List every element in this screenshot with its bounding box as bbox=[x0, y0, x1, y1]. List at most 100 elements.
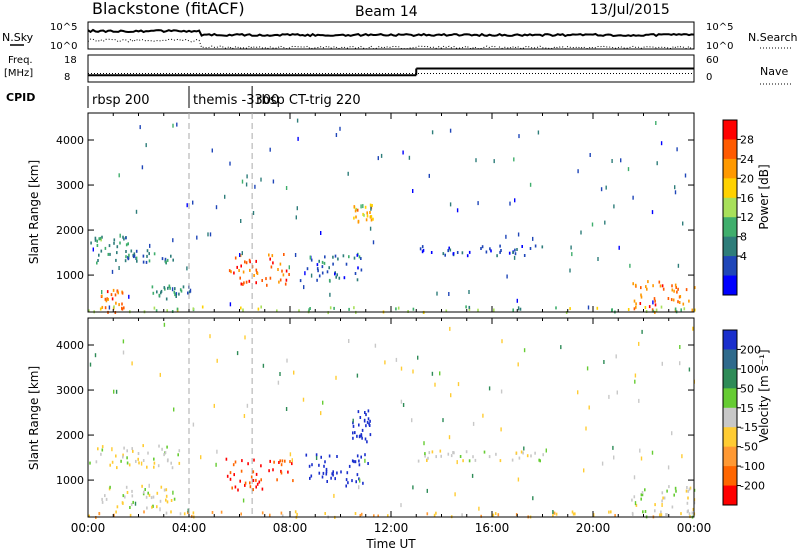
scatter-cell bbox=[281, 514, 284, 518]
scatter-cell bbox=[129, 513, 132, 517]
scatter-cell bbox=[372, 240, 375, 245]
scatter-cell bbox=[450, 393, 452, 398]
scatter-cell bbox=[332, 473, 334, 477]
scatter-cell bbox=[124, 259, 127, 263]
scatter-cell bbox=[145, 260, 148, 264]
scatter-cell bbox=[239, 479, 241, 483]
scatter-cell bbox=[282, 273, 285, 277]
scatter-cell bbox=[634, 283, 637, 287]
scatter-cell bbox=[600, 187, 603, 192]
scatter-cell bbox=[512, 308, 514, 312]
scatter-cell bbox=[116, 505, 119, 509]
scatter-cell bbox=[431, 450, 434, 454]
scatter-cell bbox=[427, 456, 429, 460]
x-tick-label: 12:00 bbox=[374, 521, 409, 535]
scatter-cell bbox=[328, 454, 331, 458]
scatter-cell bbox=[366, 211, 368, 215]
y-tick-label: 3000 bbox=[56, 179, 84, 192]
scatter-cell bbox=[348, 464, 351, 468]
scatter-cell bbox=[660, 513, 663, 517]
scatter-cell bbox=[186, 203, 188, 208]
scatter-cell bbox=[176, 122, 178, 127]
scatter-cell bbox=[325, 470, 328, 474]
scatter-cell bbox=[248, 279, 251, 283]
scatter-cell bbox=[244, 481, 247, 485]
cbar-swatch bbox=[723, 407, 737, 428]
scatter-cell bbox=[517, 362, 519, 367]
scatter-cell bbox=[175, 292, 178, 296]
scatter-cell bbox=[333, 306, 335, 310]
scatter-cell bbox=[126, 449, 128, 453]
scatter-cell bbox=[603, 360, 605, 364]
scatter-cell bbox=[163, 488, 166, 492]
scatter-cell bbox=[276, 309, 278, 313]
scatter-cell bbox=[109, 485, 111, 489]
scatter-cell bbox=[363, 213, 365, 217]
scatter-cell bbox=[92, 247, 94, 252]
scatter-cell bbox=[128, 463, 131, 467]
velocity-cbar-label: Velocity [m s⁻¹] bbox=[757, 349, 771, 442]
scatter-cell bbox=[229, 302, 232, 307]
scatter-cell bbox=[641, 491, 644, 494]
scatter-cell bbox=[468, 290, 470, 294]
scatter-cell bbox=[192, 422, 195, 427]
scatter-cell bbox=[137, 452, 140, 455]
date-title: 13/Jul/2015 bbox=[590, 2, 670, 18]
scatter-cell bbox=[336, 471, 338, 475]
cpid-label: CPID bbox=[6, 91, 35, 104]
scatter-cell bbox=[359, 514, 362, 517]
cbar-tick-label: -50 bbox=[740, 441, 758, 454]
scatter-cell bbox=[318, 259, 320, 263]
scatter-cell bbox=[336, 455, 338, 458]
scatter-cell bbox=[163, 322, 166, 327]
scatter-cell bbox=[334, 272, 336, 276]
scatter-cell bbox=[515, 451, 518, 455]
scatter-cell bbox=[627, 167, 630, 172]
scatter-cell bbox=[662, 496, 664, 500]
scatter-cell bbox=[461, 251, 464, 255]
cbar-swatch bbox=[723, 485, 737, 506]
scatter-cell bbox=[122, 501, 124, 505]
scatter-cell bbox=[516, 248, 518, 251]
scatter-cell bbox=[356, 473, 359, 477]
scatter-cell bbox=[363, 419, 366, 423]
scatter-cell bbox=[329, 306, 332, 310]
scatter-cell bbox=[360, 512, 363, 516]
scatter-cell bbox=[234, 256, 237, 260]
scatter-cell bbox=[269, 257, 271, 261]
cbar-tick-label: -200 bbox=[740, 480, 765, 493]
cpid-segment-label: themis -3300 bbox=[193, 93, 279, 108]
scatter-cell bbox=[345, 262, 348, 266]
scatter-cell bbox=[260, 478, 262, 482]
scatter-cell bbox=[146, 506, 148, 510]
scatter-cell bbox=[166, 445, 168, 449]
scatter-cell bbox=[366, 440, 368, 444]
scatter-cell bbox=[164, 257, 167, 261]
scatter-cell bbox=[196, 235, 198, 240]
scatter-cell bbox=[509, 201, 511, 206]
scatter-cell bbox=[365, 413, 367, 417]
scatter-cell bbox=[255, 472, 258, 476]
scatter-cell bbox=[183, 512, 186, 516]
scatter-cell bbox=[135, 256, 138, 260]
scatter-cell bbox=[261, 487, 264, 491]
scatter-cell bbox=[269, 276, 272, 280]
scatter-cell bbox=[439, 449, 442, 453]
scatter-cell bbox=[367, 417, 370, 421]
nsearch-series bbox=[87, 38, 694, 50]
scatter-cell bbox=[435, 511, 437, 515]
scatter-cell bbox=[358, 477, 360, 481]
scatter-cell bbox=[242, 270, 245, 274]
scatter-cell bbox=[322, 471, 325, 475]
scatter-cell bbox=[434, 382, 436, 387]
scatter-cell bbox=[517, 306, 520, 311]
scatter-cell bbox=[240, 306, 242, 310]
scatter-cell bbox=[100, 249, 103, 253]
scatter-cell bbox=[539, 459, 541, 463]
scatter-cell bbox=[334, 477, 336, 481]
scatter-cell bbox=[530, 454, 532, 458]
scatter-cell bbox=[331, 472, 333, 476]
scatter-cell bbox=[295, 215, 297, 220]
scatter-cell bbox=[589, 153, 591, 157]
scatter-cell bbox=[345, 478, 348, 482]
